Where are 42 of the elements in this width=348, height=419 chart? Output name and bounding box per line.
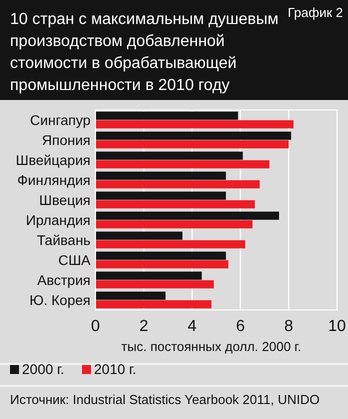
bar xyxy=(96,240,246,248)
bar xyxy=(96,192,226,200)
bar xyxy=(96,272,202,280)
bar xyxy=(96,260,228,268)
y-tick-label: Ирландия xyxy=(26,212,90,228)
bar xyxy=(96,160,270,168)
legend-label: 2000 г. xyxy=(22,361,64,377)
bar xyxy=(96,220,252,228)
bar xyxy=(96,232,182,240)
x-tick-label: 4 xyxy=(188,318,197,335)
bar xyxy=(96,140,289,148)
x-axis-title: тыс. постоянных долл. 2000 г. xyxy=(121,339,302,354)
bar xyxy=(96,252,226,260)
x-tick-label: 8 xyxy=(284,318,294,335)
bar xyxy=(96,292,166,300)
y-tick-label: Австрия xyxy=(37,272,90,288)
bar xyxy=(96,112,238,120)
legend-label: 2010 г. xyxy=(94,361,136,377)
bar xyxy=(96,152,243,160)
y-tick-label: Тайвань xyxy=(36,232,90,248)
y-tick-label: Япония xyxy=(42,132,90,148)
bar xyxy=(96,132,292,140)
y-tick-label: США xyxy=(58,252,92,268)
y-tick-label: Ю. Корея xyxy=(29,292,90,308)
y-tick-label: Швейцария xyxy=(16,152,90,168)
bar xyxy=(96,280,214,288)
bar xyxy=(96,212,280,220)
text: График 2 xyxy=(288,5,343,20)
bar xyxy=(96,300,212,308)
bar xyxy=(96,120,294,128)
bar xyxy=(96,180,260,188)
bar xyxy=(96,200,255,208)
x-tick-label: 0 xyxy=(91,318,100,335)
bar xyxy=(96,172,226,180)
y-tick-label: Швеция xyxy=(39,192,90,208)
x-tick-label: 10 xyxy=(328,318,346,335)
y-tick-label: Финляндия xyxy=(17,172,90,188)
x-tick-label: 2 xyxy=(139,318,148,335)
chart-title: 10 стран с максимальным душевым производством добавленной стоимости в обрабатывающей промышленности в 2010 году xyxy=(10,11,279,94)
y-tick-label: Сингапур xyxy=(30,112,91,128)
text: Источник: Industrial Statistics Yearbook 2011, UNIDO xyxy=(10,392,320,407)
x-tick-label: 6 xyxy=(236,318,245,335)
